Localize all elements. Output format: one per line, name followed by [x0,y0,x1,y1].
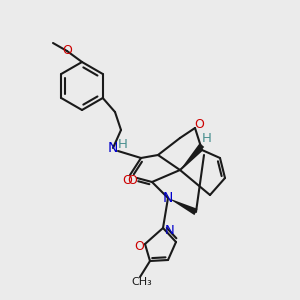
Text: H: H [118,137,128,151]
Text: O: O [62,44,72,58]
Text: N: N [165,224,175,236]
Polygon shape [168,198,198,215]
Text: CH₃: CH₃ [132,277,152,287]
Text: N: N [108,141,118,155]
Text: O: O [134,239,144,253]
Text: H: H [202,131,212,145]
Text: O: O [127,173,137,187]
Polygon shape [180,143,204,170]
Text: O: O [122,175,132,188]
Text: N: N [163,191,173,205]
Text: O: O [194,118,204,130]
